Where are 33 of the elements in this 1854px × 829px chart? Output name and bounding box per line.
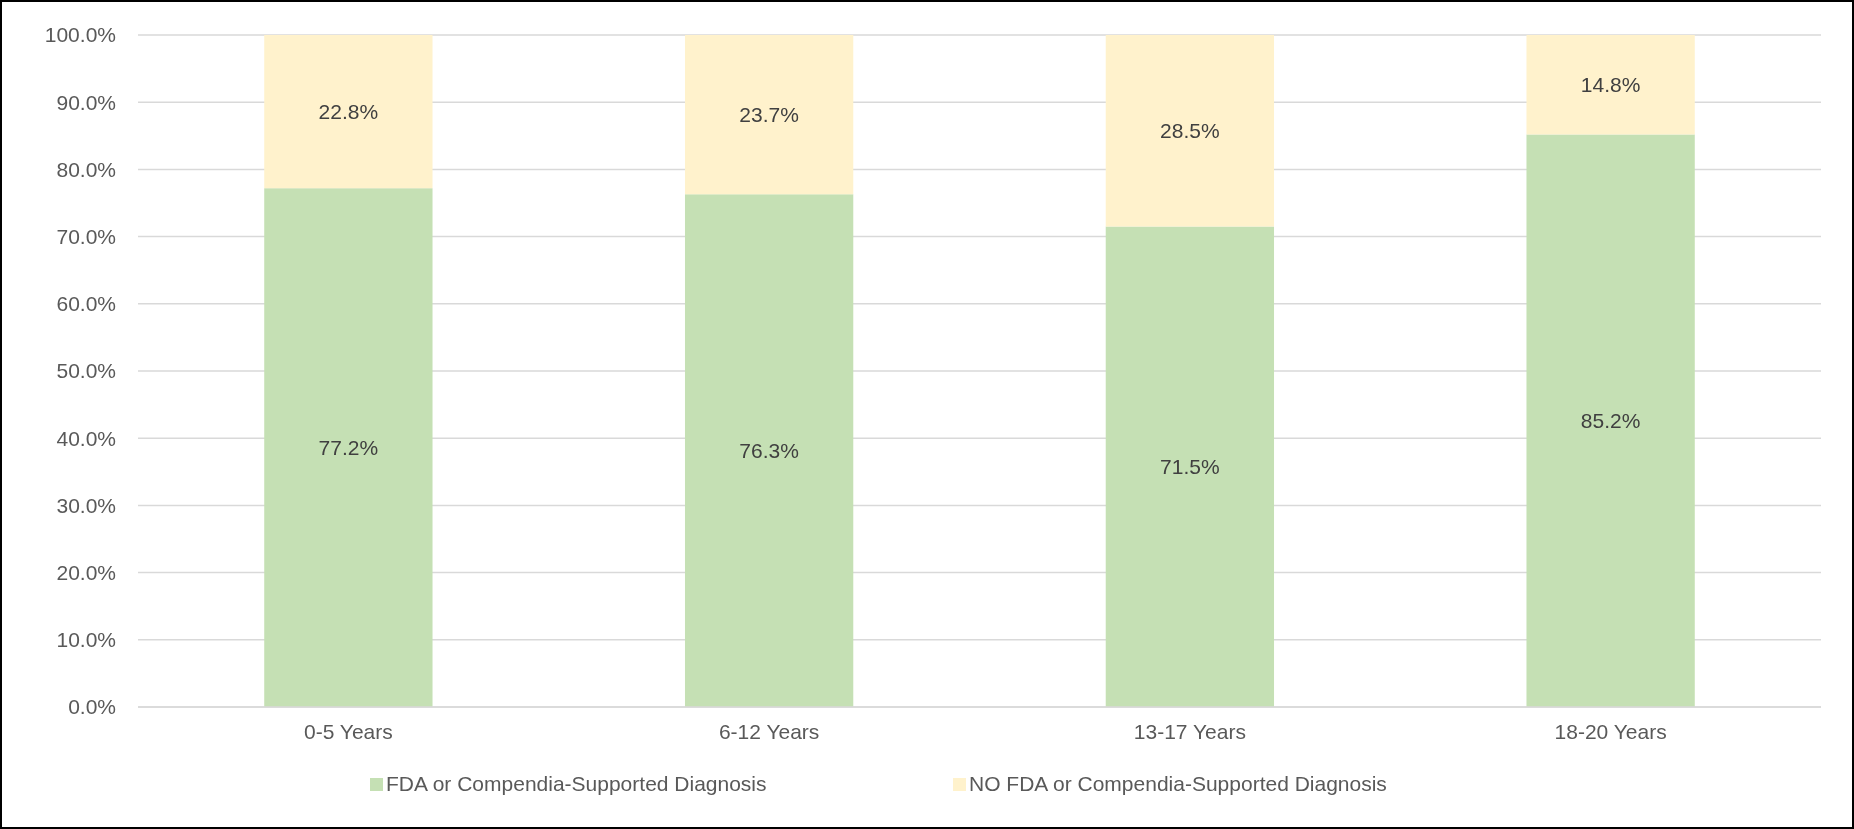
y-tick-label: 50.0%: [56, 359, 116, 383]
data-label: 71.5%: [1160, 455, 1220, 479]
bar: [684, 194, 854, 707]
y-tick-label: 20.0%: [56, 560, 116, 584]
bar: [684, 35, 854, 195]
y-tick-label: 10.0%: [56, 628, 116, 652]
x-tick-label: 18-20 Years: [1554, 720, 1667, 743]
data-label: 76.3%: [739, 438, 799, 462]
y-tick-label: 0.0%: [68, 695, 116, 719]
bar: [1526, 134, 1695, 707]
x-tick-label: 13-17 Years: [1133, 720, 1246, 743]
bar: [1526, 35, 1695, 135]
y-tick-label: 100.0%: [44, 23, 116, 47]
x-tick-label: 6-12 Years: [718, 720, 820, 743]
y-tick-label: 60.0%: [56, 292, 116, 316]
bar: [1105, 35, 1275, 227]
legend-label: NO FDA or Compendia-Supported Diagnosis: [969, 772, 1387, 795]
data-label: 77.2%: [318, 435, 379, 459]
data-label: 28.5%: [1160, 119, 1220, 143]
legend-label: FDA or Compendia-Supported Diagnosis: [386, 772, 767, 795]
data-label: 22.8%: [318, 99, 379, 123]
y-tick-label: 40.0%: [56, 426, 116, 450]
bar: [264, 188, 433, 707]
x-tick-label: 0-5 Years: [304, 720, 393, 743]
bar: [264, 35, 433, 189]
data-label: 85.2%: [1580, 409, 1641, 433]
data-label: 14.8%: [1580, 73, 1641, 97]
data-label: 23.7%: [739, 102, 799, 126]
bar: [1105, 226, 1275, 707]
y-tick-label: 30.0%: [56, 493, 116, 517]
y-tick-label: 70.0%: [56, 224, 116, 248]
y-tick-label: 90.0%: [56, 90, 116, 114]
y-tick-label: 80.0%: [56, 157, 116, 181]
